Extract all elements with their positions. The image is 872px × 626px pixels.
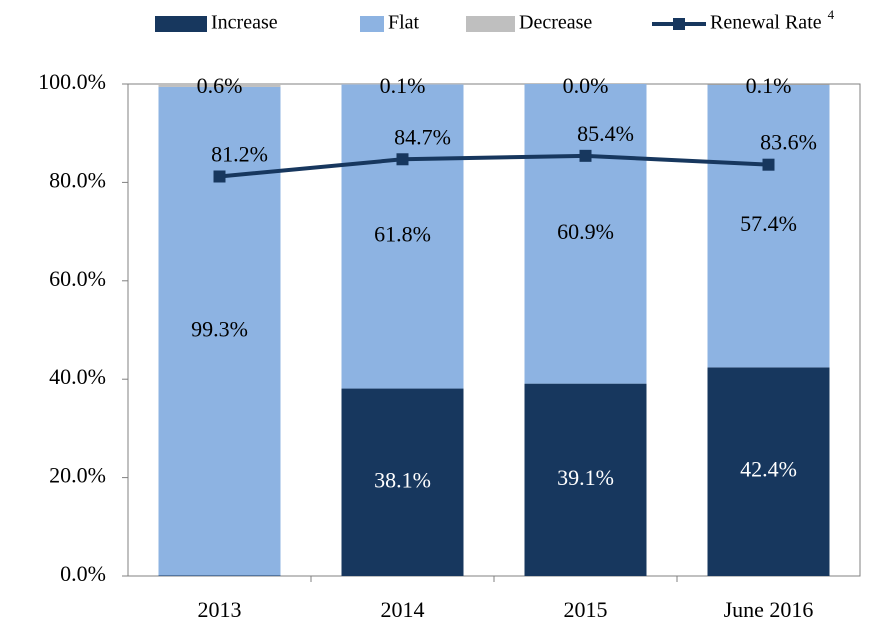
data-label: 83.6% (760, 130, 817, 155)
data-label: 84.7% (394, 124, 451, 149)
x-tick-label: 2014 (381, 597, 425, 622)
bar-segment (707, 367, 830, 576)
legend-label: Flat (388, 12, 420, 34)
y-tick-label: 40.0% (49, 364, 106, 389)
bar-segment (524, 84, 647, 384)
line-marker (762, 158, 775, 171)
data-label: 60.9% (557, 219, 614, 244)
line-marker (213, 170, 226, 183)
data-label: 57.4% (740, 211, 797, 236)
x-tick-label: 2015 (564, 597, 608, 622)
bar-segment (707, 84, 830, 368)
data-label: 81.2% (211, 142, 268, 167)
legend-swatch (155, 16, 207, 32)
bar-segment (341, 84, 464, 389)
data-label: 0.6% (197, 73, 243, 98)
data-label: 85.4% (577, 121, 634, 146)
legend-label: Increase (211, 12, 278, 34)
y-tick-label: 0.0% (60, 561, 106, 586)
bar-segment (158, 86, 281, 576)
data-label: 42.4% (740, 457, 797, 482)
bar-segment (341, 388, 464, 576)
legend-swatch (673, 18, 685, 30)
legend-swatch (466, 16, 515, 32)
bar-segment (158, 84, 281, 87)
line (219, 153, 769, 179)
legend-swatch (360, 16, 384, 32)
line-marker (396, 153, 409, 166)
x-tick-label: 2013 (198, 597, 242, 622)
x-tick-label: June 2016 (724, 597, 814, 622)
y-tick-label: 60.0% (49, 266, 106, 291)
data-label: 0.1% (380, 73, 426, 98)
legend-superscript: 4 (828, 7, 835, 22)
y-tick-label: 80.0% (49, 167, 106, 192)
legend-label: Decrease (519, 12, 592, 34)
legend-label: Renewal Rate (710, 12, 822, 34)
data-label: 61.8% (374, 222, 431, 247)
y-tick-label: 20.0% (49, 463, 106, 488)
line-marker (579, 149, 592, 162)
data-label: 0.1% (746, 73, 792, 98)
data-label: 39.1% (557, 465, 614, 490)
data-label: 99.3% (191, 316, 248, 341)
data-label: 0.0% (563, 73, 609, 98)
y-tick-label: 100.0% (38, 69, 106, 94)
bar-segment (524, 383, 647, 576)
data-label: 38.1% (374, 467, 431, 492)
